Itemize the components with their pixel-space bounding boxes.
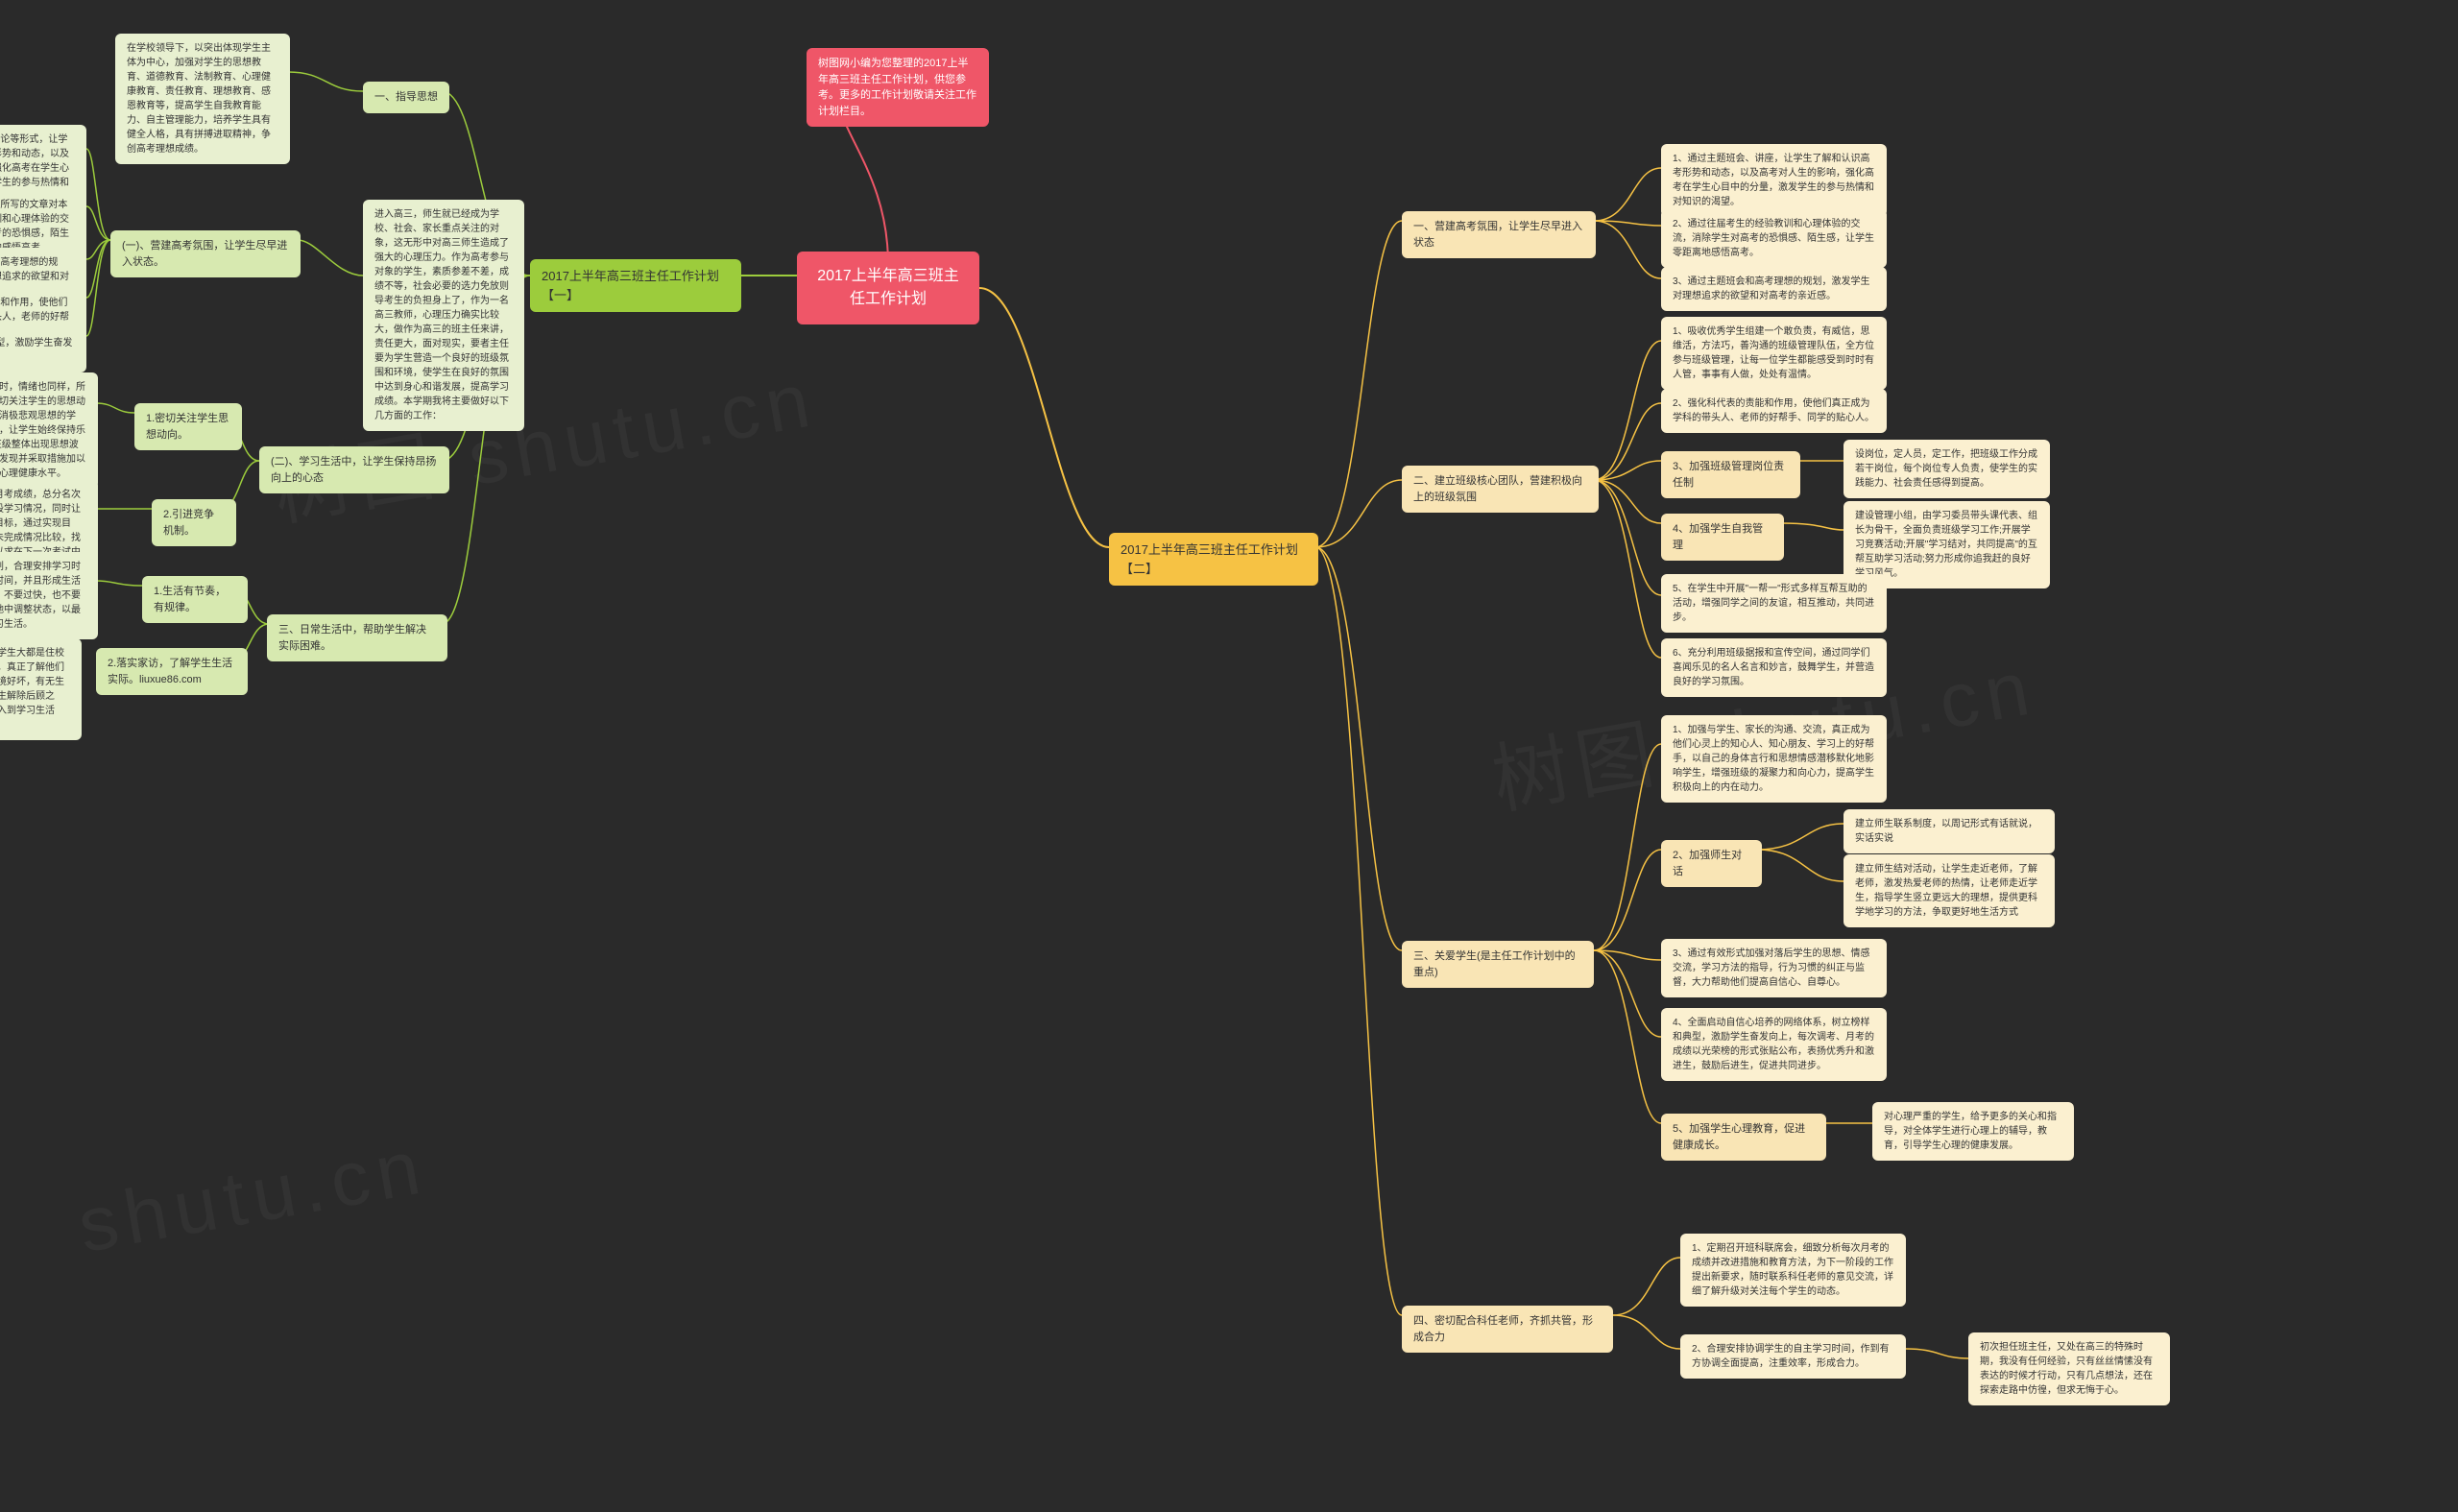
right-s2-i4-label[interactable]: 4、加强学生自我管理 bbox=[1661, 514, 1784, 561]
left-s2-2[interactable]: (二)、学习生活中，让学生保持昂扬向上的心态 bbox=[259, 446, 449, 493]
right-s2-i1[interactable]: 1、吸收优秀学生组建一个敢负责，有威信，思维活，方法巧，善沟通的班级管理队伍，全… bbox=[1661, 317, 1887, 390]
left-s1[interactable]: 一、指导思想 bbox=[363, 82, 449, 113]
right-s2-i5[interactable]: 5、在学生中开展"一帮一"形式多样互帮互助的活动，增强同学之间的友谊，相互推动，… bbox=[1661, 574, 1887, 633]
right-main[interactable]: 2017上半年高三班主任工作计划【二】 bbox=[1109, 533, 1318, 586]
right-s3-i3[interactable]: 3、通过有效形式加强对落后学生的思想、情感交流，学习方法的指导，行为习惯的纠正与… bbox=[1661, 939, 1887, 997]
right-s3-i1[interactable]: 1、加强与学生、家长的沟通、交流，真正成为他们心灵上的知心人、知心朋友、学习上的… bbox=[1661, 715, 1887, 803]
left-s1-leaf[interactable]: 在学校领导下，以突出体现学生主体为中心，加强对学生的思想教育、道德教育、法制教育… bbox=[115, 34, 290, 164]
right-s3-i5[interactable]: 对心理严重的学生，给予更多的关心和指导，对全体学生进行心理上的辅导，教育，引导学… bbox=[1872, 1102, 2074, 1161]
left-main[interactable]: 2017上半年高三班主任工作计划【一】 bbox=[530, 259, 741, 312]
right-s4-i2-extra[interactable]: 初次担任班主任，又处在高三的特殊时期，我没有任何经验，只有丝丝情愫没有表达的时候… bbox=[1968, 1332, 2170, 1405]
right-s3-i2b[interactable]: 建立师生结对活动，让学生走近老师，了解老师，激发热爱老师的热情，让老师走近学生，… bbox=[1844, 854, 2055, 927]
intro-node[interactable]: 树图网小编为您整理的2017上半年高三班主任工作计划，供您参考。更多的工作计划敬… bbox=[807, 48, 989, 127]
right-s2[interactable]: 二、建立班级核心团队，营建积极向上的班级氛围 bbox=[1402, 466, 1599, 513]
left-s2-3-i2[interactable]: 针对本班成绩较好的学生大都是住校生，班主任要到宿舍，真正了解他们的生活实际，学习… bbox=[0, 638, 82, 740]
left-s2-1-i5[interactable]: 5.树立榜样和典型，激励学生奋发向上。 bbox=[0, 328, 86, 372]
right-s1-i1[interactable]: 1、通过主题班会、讲座，让学生了解和认识高考形势和动态，以及高考对人生的影响，强… bbox=[1661, 144, 1887, 217]
right-s2-i3-label[interactable]: 3、加强班级管理岗位责任制 bbox=[1661, 451, 1800, 498]
right-s4[interactable]: 四、密切配合科任老师，齐抓共管，形成合力 bbox=[1402, 1306, 1613, 1353]
right-s2-i6[interactable]: 6、充分利用班级据报和宣传空间，通过同学们喜闻乐见的名人名言和妙言，鼓舞学生，并… bbox=[1661, 638, 1887, 697]
right-s1-i2[interactable]: 2、通过往届考生的经验教训和心理体验的交流，消除学生对高考的恐惧感、陌生感，让学… bbox=[1661, 209, 1887, 268]
right-s3-i2-label[interactable]: 2、加强师生对话 bbox=[1661, 840, 1762, 887]
right-s1-i3[interactable]: 3、通过主题班会和高考理想的规划，激发学生对理想追求的欲望和对高考的亲近感。 bbox=[1661, 267, 1887, 311]
watermark: shutu.cn bbox=[72, 1122, 434, 1270]
watermark: 树图 shutu.cn bbox=[263, 337, 824, 542]
right-s4-i2[interactable]: 2、合理安排协调学生的自主学习时间，作到有方协调全面提高，注重效率，形成合力。 bbox=[1680, 1334, 1906, 1379]
left-s2-3[interactable]: 三、日常生活中，帮助学生解决实际困难。 bbox=[267, 614, 447, 661]
right-s3[interactable]: 三、关爱学生(是主任工作计划中的重点) bbox=[1402, 941, 1594, 988]
root-node[interactable]: 2017上半年高三班主任工作计划 bbox=[797, 252, 979, 324]
right-s2-i3[interactable]: 设岗位，定人员，定工作，把班级工作分成若干岗位，每个岗位专人负责，使学生的实践能… bbox=[1844, 440, 2050, 498]
right-s3-i2a[interactable]: 建立师生联系制度，以周记形式有话就说，实话实说 bbox=[1844, 809, 2055, 853]
right-s3-i5-label[interactable]: 5、加强学生心理教育，促进健康成长。 bbox=[1661, 1114, 1826, 1161]
left-s2-2-i1[interactable]: 人有智力高潮低潮时，情绪也同样，所以作为班主任要密切关注学生的思想动向，对班级中… bbox=[0, 372, 98, 489]
left-s2-3-i1[interactable]: 督促学生做好计划，合理安排学习时间，处理好休闲时间，并且形成生活规律，跟上节奏，… bbox=[0, 552, 98, 639]
right-s1[interactable]: 一、营建高考氛围，让学生尽早进入状态 bbox=[1402, 211, 1596, 258]
left-s2-2-i1-label[interactable]: 1.密切关注学生思想动向。 bbox=[134, 403, 242, 450]
left-s2-desc[interactable]: 进入高三，师生就已经成为学校、社会、家长重点关注的对象，这无形中对高三师生造成了… bbox=[363, 200, 524, 431]
left-s2-1[interactable]: (一)、营建高考氛围，让学生尽早进入状态。 bbox=[110, 230, 301, 277]
left-s2-3-i2-label[interactable]: 2.落实家访，了解学生生活实际。liuxue86.com bbox=[96, 648, 248, 695]
right-s2-i2[interactable]: 2、强化科代表的责能和作用，使他们真正成为学科的带头人、老师的好帮手、同学的贴心… bbox=[1661, 389, 1887, 433]
right-s3-i4[interactable]: 4、全面启动自信心培养的网络体系，树立榜样和典型，激励学生奋发向上，每次调考、月… bbox=[1661, 1008, 1887, 1081]
left-s2-2-i2-label[interactable]: 2.引进竞争机制。 bbox=[152, 499, 236, 546]
right-s4-i1[interactable]: 1、定期召开班科联席会，细致分析每次月考的成绩并改进措施和教育方法，为下一阶段的… bbox=[1680, 1234, 1906, 1307]
left-s2-3-i1-label[interactable]: 1.生活有节奏，有规律。 bbox=[142, 576, 248, 623]
